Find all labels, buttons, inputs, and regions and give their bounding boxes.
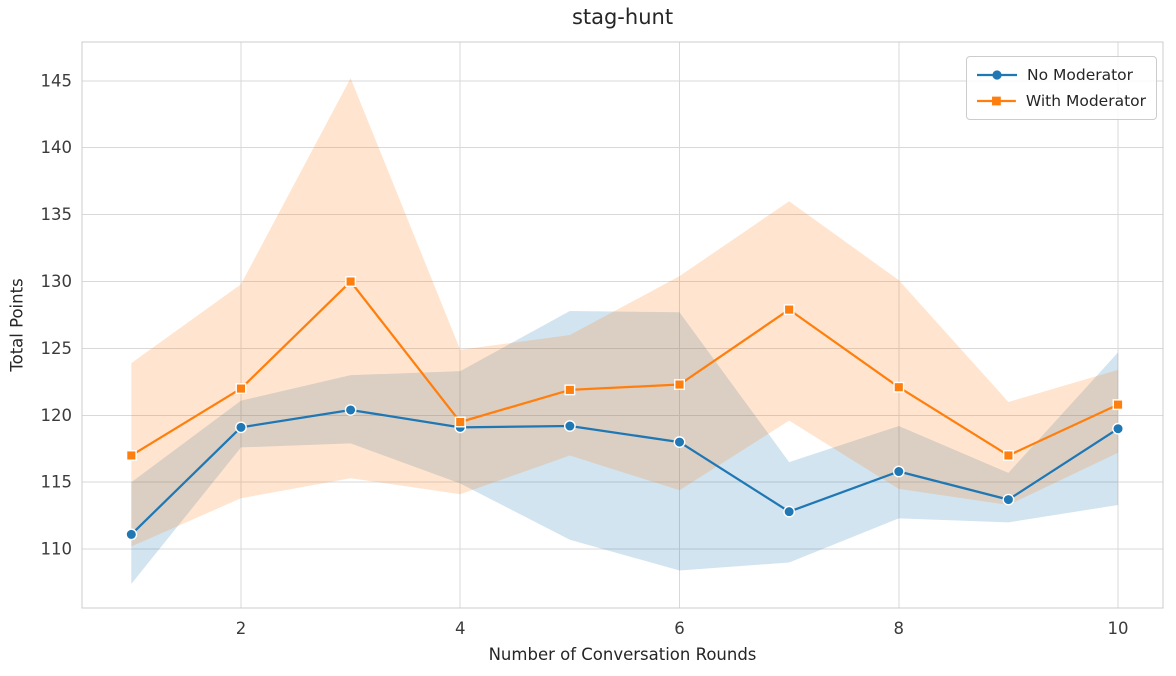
data-point-square: [235, 383, 247, 395]
legend-item: No Moderator: [976, 64, 1146, 86]
y-tick-label: 115: [41, 473, 73, 492]
data-point-square: [345, 276, 357, 287]
data-point-square: [893, 381, 905, 393]
legend-item-label: With Moderator: [1025, 92, 1146, 110]
legend-item-label: No Moderator: [1027, 66, 1134, 84]
x-tick-label: 8: [894, 619, 905, 638]
data-point-circle: [344, 404, 357, 416]
data-point-square: [564, 384, 576, 396]
data-point-square: [454, 416, 466, 428]
legend-item: With Moderator: [976, 90, 1146, 112]
y-tick-label: 135: [41, 205, 73, 224]
plot-border: [81, 41, 1164, 609]
legend-line-square-icon: [976, 96, 1016, 106]
data-point-circle: [235, 421, 247, 434]
data-point-circle: [1112, 422, 1124, 435]
y-tick-label: 145: [41, 71, 73, 90]
y-tick-label: 125: [41, 339, 73, 358]
data-point-square: [674, 379, 685, 390]
data-point-square: [125, 450, 137, 461]
x-tick-label: 2: [236, 619, 247, 638]
y-tick-label: 120: [41, 406, 73, 425]
x-tick-label: 6: [674, 619, 685, 638]
series-line: [130, 280, 1120, 457]
chart-title: stag-hunt: [571, 5, 674, 29]
data-point-circle: [1002, 493, 1015, 506]
data-point-circle: [673, 436, 686, 448]
y-tick-label: 140: [41, 138, 73, 157]
confidence-band: [131, 310, 1119, 584]
series-line: [130, 408, 1120, 536]
confidence-band: [131, 78, 1119, 547]
legend-line-circle-icon: [977, 70, 1017, 80]
y-tick-label: 130: [41, 272, 73, 291]
x-axis-label: Number of Conversation Rounds: [488, 645, 757, 664]
x-tick-label: 4: [455, 619, 466, 638]
data-point-circle: [892, 465, 905, 478]
data-point-square: [1002, 450, 1014, 461]
data-point-square: [783, 304, 795, 316]
x-tick-label: 10: [1108, 619, 1129, 638]
data-point-circle: [125, 528, 138, 541]
data-point-square: [1112, 399, 1124, 411]
data-point-circle: [563, 420, 576, 432]
data-point-circle: [783, 505, 796, 518]
y-tick-label: 110: [41, 540, 73, 559]
legend: No Moderator With Moderator: [966, 56, 1157, 120]
